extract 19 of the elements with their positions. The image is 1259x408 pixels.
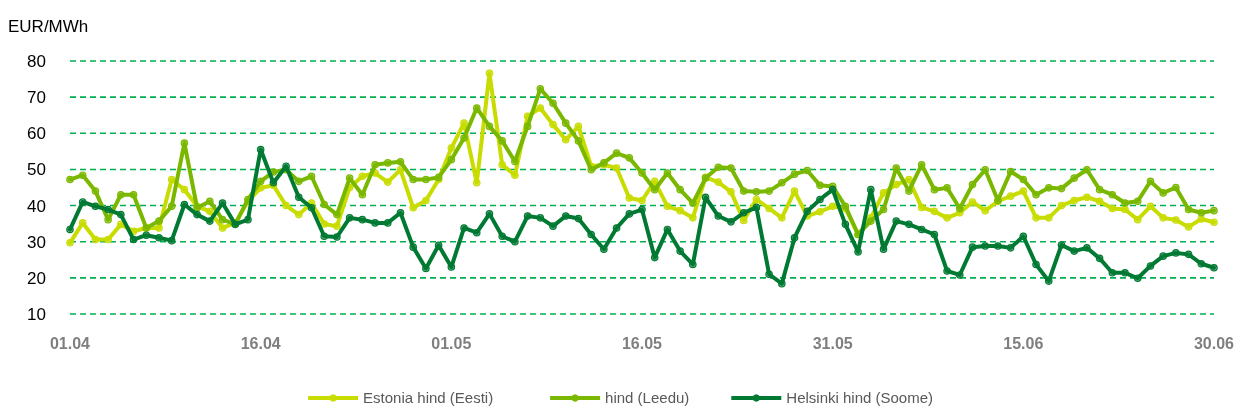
legend-label: hind (Leedu) <box>605 389 690 407</box>
y-tick-label: 80 <box>27 51 46 71</box>
x-tick-label: 01.05 <box>431 334 472 352</box>
x-tick-label: 30.06 <box>1193 334 1235 352</box>
y-tick-label: 60 <box>27 124 46 144</box>
y-tick-label: 20 <box>27 268 46 288</box>
y-tick-label: 70 <box>27 88 46 108</box>
y-axis-title: EUR/MWh <box>8 17 89 36</box>
y-tick-label: 10 <box>27 304 46 324</box>
x-tick-label: 31.05 <box>812 334 853 352</box>
y-tick-label: 30 <box>27 232 46 252</box>
legend-label: Helsinki hind (Soome) <box>786 389 934 407</box>
x-tick-label: 15.06 <box>1003 334 1044 352</box>
y-tick-label: 40 <box>27 196 46 216</box>
x-tick-label: 01.04 <box>49 334 91 352</box>
y-tick-label: 50 <box>27 160 46 180</box>
x-tick-label: 16.05 <box>621 334 663 352</box>
x-tick-label: 16.04 <box>240 334 281 352</box>
legend-label: Estonia hind (Eesti) <box>363 389 494 407</box>
